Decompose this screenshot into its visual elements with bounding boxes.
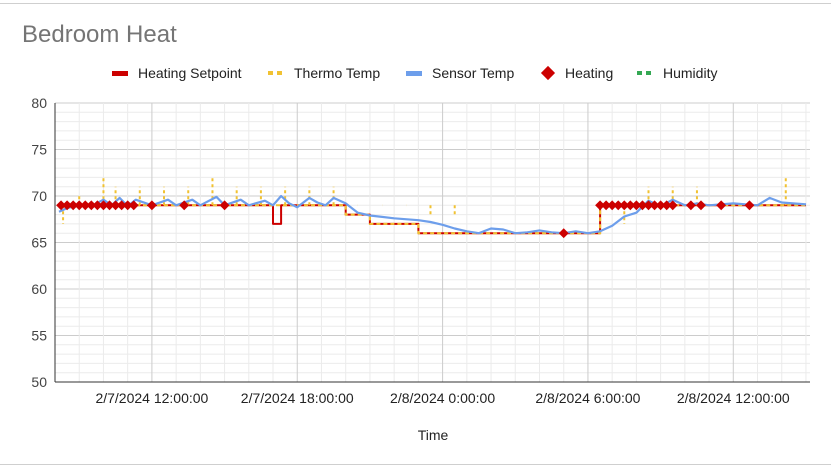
heating-marker bbox=[116, 200, 127, 211]
y-tick-label: 80 bbox=[31, 95, 47, 111]
heating-marker bbox=[595, 200, 606, 211]
legend-label-heating: Heating bbox=[565, 65, 614, 81]
heating-marker bbox=[619, 200, 630, 211]
y-tick-label: 70 bbox=[31, 188, 47, 204]
heating-marker bbox=[649, 200, 660, 211]
heating-marker bbox=[661, 200, 672, 211]
heating-marker bbox=[613, 200, 624, 211]
heating-marker bbox=[631, 200, 642, 211]
heating-marker bbox=[179, 200, 190, 211]
heating-marker bbox=[696, 200, 706, 211]
heating-marker bbox=[655, 200, 666, 211]
heating-marker bbox=[643, 200, 654, 211]
x-tick-label: 2/8/2024 0:00:00 bbox=[390, 390, 495, 406]
y-tick-label: 65 bbox=[31, 235, 47, 251]
heating-marker bbox=[62, 200, 73, 211]
legend-label-sensor-temp: Sensor Temp bbox=[432, 65, 515, 81]
heating-marker bbox=[128, 200, 139, 211]
legend-item-heating[interactable]: Heating bbox=[540, 62, 613, 84]
series-line-thermo-temp bbox=[59, 204, 806, 235]
legend-label-humidity: Humidity bbox=[663, 65, 718, 81]
heating-marker bbox=[86, 200, 97, 211]
series-line-heating-setpoint bbox=[59, 204, 806, 235]
y-tick-label: 55 bbox=[31, 328, 47, 344]
heating-marker bbox=[104, 200, 115, 211]
legend: Heating Setpoint Thermo Temp Sensor Temp… bbox=[0, 62, 831, 84]
tick-labels: 50 55 60 65 70 75 80 2/7/2024 12:00:00 2/7/2024 … bbox=[31, 95, 790, 406]
x-axis-title: Time bbox=[418, 427, 449, 443]
heating-marker bbox=[68, 200, 79, 211]
top-edge-divider bbox=[0, 0, 831, 4]
heating-marker bbox=[667, 200, 678, 211]
heating-marker bbox=[607, 200, 618, 211]
heating-marker bbox=[716, 200, 727, 211]
legend-item-sensor-temp[interactable]: Sensor Temp bbox=[406, 62, 514, 84]
y-tick-label: 60 bbox=[31, 281, 47, 297]
heating-marker bbox=[122, 200, 133, 211]
legend-item-humidity[interactable]: Humidity bbox=[637, 62, 717, 84]
y-tick-label: 50 bbox=[31, 374, 47, 390]
heating-marker bbox=[637, 200, 648, 211]
legend-swatch-thermo-temp bbox=[268, 71, 284, 75]
legend-item-thermo-temp[interactable]: Thermo Temp bbox=[268, 62, 380, 84]
gridlines bbox=[54, 102, 810, 383]
heating-marker bbox=[74, 200, 85, 211]
heating-marker bbox=[601, 200, 612, 211]
legend-label-heating-setpoint: Heating Setpoint bbox=[138, 65, 242, 81]
legend-label-thermo-temp: Thermo Temp bbox=[294, 65, 381, 81]
heating-marker bbox=[80, 200, 91, 211]
heating-marker bbox=[56, 200, 67, 211]
axes bbox=[54, 103, 810, 383]
legend-swatch-heating-setpoint bbox=[112, 70, 128, 76]
x-tick-label: 2/7/2024 18:00:00 bbox=[241, 390, 354, 406]
chart-title: Bedroom Heat bbox=[22, 21, 177, 48]
legend-swatch-humidity bbox=[637, 71, 653, 75]
heating-marker bbox=[92, 200, 103, 211]
heating-marker bbox=[625, 200, 636, 211]
heating-marker bbox=[98, 200, 109, 211]
heating-marker bbox=[219, 200, 230, 211]
bottom-edge-divider bbox=[0, 464, 831, 469]
heating-marker bbox=[110, 200, 121, 211]
x-tick-label: 2/8/2024 12:00:00 bbox=[677, 390, 790, 406]
heating-marker bbox=[146, 200, 157, 211]
y-tick-label: 75 bbox=[31, 142, 47, 158]
legend-swatch-sensor-temp bbox=[406, 70, 422, 76]
legend-item-heating-setpoint[interactable]: Heating Setpoint bbox=[112, 62, 242, 84]
heating-marker bbox=[558, 228, 569, 239]
heating-marker bbox=[685, 200, 696, 211]
series-layer bbox=[56, 177, 807, 239]
x-tick-label: 2/7/2024 12:00:00 bbox=[95, 390, 208, 406]
x-tick-label: 2/8/2024 6:00:00 bbox=[535, 390, 640, 406]
heating-marker bbox=[744, 200, 755, 211]
